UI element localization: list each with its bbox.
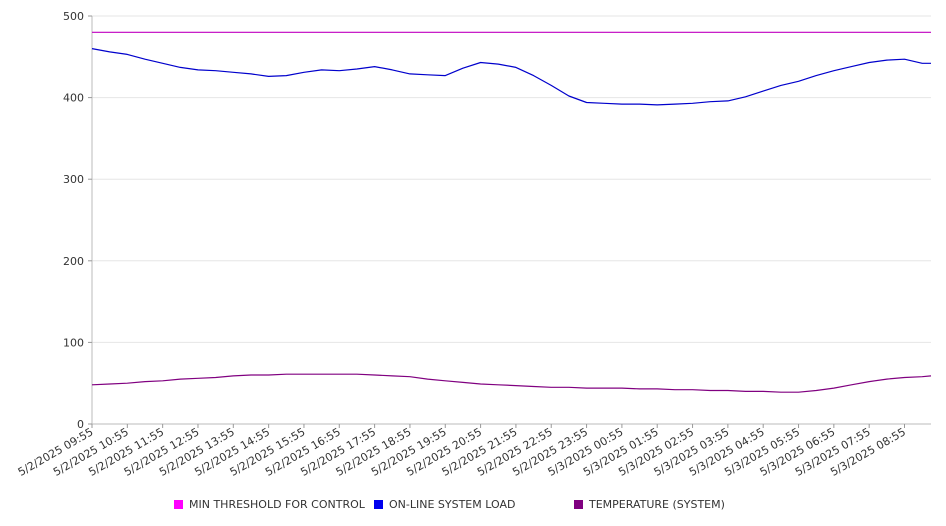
x-axis-ticks: 5/2/2025 09:555/2/2025 10:555/2/2025 11:… <box>16 424 908 479</box>
legend-swatch-min-threshold <box>174 500 183 509</box>
legend-swatch-temperature <box>574 500 583 509</box>
legend-label-min-threshold: MIN THRESHOLD FOR CONTROL <box>189 498 365 511</box>
series-lines <box>91 31 932 393</box>
y-tick-label: 200 <box>63 255 84 268</box>
legend-label-temperature: TEMPERATURE (SYSTEM) <box>589 498 725 511</box>
y-tick-label: 400 <box>63 92 84 105</box>
legend-item-min-threshold[interactable]: MIN THRESHOLD FOR CONTROL <box>174 498 365 511</box>
y-tick-label: 500 <box>63 10 84 23</box>
y-tick-label: 0 <box>77 418 84 431</box>
series-line-temperature <box>91 373 932 393</box>
legend-item-temperature[interactable]: TEMPERATURE (SYSTEM) <box>574 498 725 511</box>
y-tick-label: 100 <box>63 336 84 349</box>
y-tick-label: 300 <box>63 173 84 186</box>
grid-lines <box>92 15 931 343</box>
legend-item-system-load[interactable]: ON-LINE SYSTEM LOAD <box>374 498 515 511</box>
y-axis-ticks: 0 100 200 300 400 500 <box>63 10 92 431</box>
legend-swatch-system-load <box>374 500 383 509</box>
axes <box>91 16 931 425</box>
legend-label-system-load: ON-LINE SYSTEM LOAD <box>389 498 516 511</box>
series-line-system-load <box>91 48 931 106</box>
legend: MIN THRESHOLD FOR CONTROL ON-LINE SYSTEM… <box>0 498 946 514</box>
